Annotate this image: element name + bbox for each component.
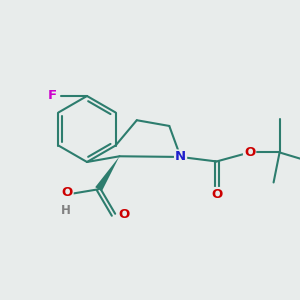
Text: O: O xyxy=(211,188,222,201)
Text: H: H xyxy=(61,204,70,217)
Polygon shape xyxy=(95,156,119,191)
Text: N: N xyxy=(175,151,186,164)
Text: O: O xyxy=(244,146,255,159)
Text: O: O xyxy=(118,208,130,221)
Text: O: O xyxy=(61,186,73,199)
Text: F: F xyxy=(48,89,57,103)
